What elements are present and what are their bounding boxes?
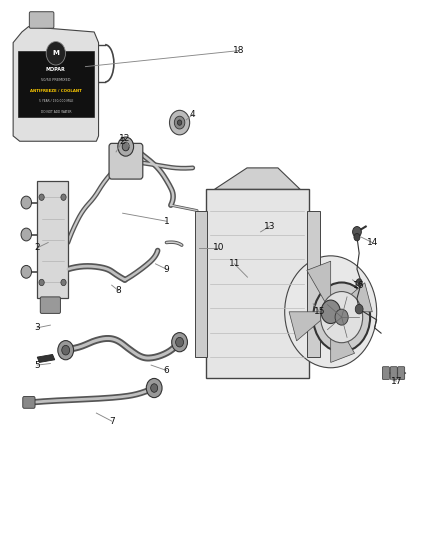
Circle shape (353, 227, 361, 237)
Text: 2: 2 (35, 244, 40, 252)
Circle shape (122, 142, 129, 151)
Text: 3: 3 (34, 324, 40, 332)
Circle shape (355, 304, 363, 314)
Circle shape (146, 378, 162, 398)
Text: DO NOT ADD WATER: DO NOT ADD WATER (41, 110, 71, 114)
Circle shape (61, 194, 66, 200)
Text: 8: 8 (115, 286, 121, 295)
Circle shape (21, 196, 32, 209)
Circle shape (39, 194, 44, 200)
Circle shape (313, 282, 370, 352)
Text: 6: 6 (163, 366, 170, 375)
Polygon shape (37, 354, 55, 362)
Circle shape (170, 110, 190, 135)
Circle shape (21, 228, 32, 241)
Text: 10: 10 (213, 244, 225, 252)
Circle shape (356, 279, 362, 286)
Circle shape (118, 137, 134, 156)
Circle shape (151, 384, 158, 392)
Circle shape (176, 337, 184, 347)
Text: 50/50 PREMIXED: 50/50 PREMIXED (41, 78, 71, 82)
Circle shape (321, 300, 340, 324)
Text: 5: 5 (34, 361, 40, 369)
Text: 9: 9 (163, 265, 170, 273)
Bar (18, 51, 94, 117)
Bar (37, 181, 68, 298)
Polygon shape (307, 261, 331, 303)
Text: M: M (53, 50, 59, 56)
FancyBboxPatch shape (398, 367, 405, 379)
Circle shape (354, 233, 360, 241)
Circle shape (61, 279, 66, 286)
Bar (307, 211, 320, 357)
Circle shape (177, 120, 182, 125)
Text: 2: 2 (120, 137, 125, 146)
Polygon shape (338, 283, 372, 312)
Bar (195, 211, 207, 357)
Circle shape (174, 116, 185, 129)
FancyBboxPatch shape (109, 143, 143, 179)
Circle shape (21, 265, 32, 278)
Circle shape (321, 292, 363, 343)
Polygon shape (331, 320, 354, 362)
Text: 7: 7 (109, 417, 115, 425)
Text: 15: 15 (314, 308, 325, 316)
FancyBboxPatch shape (23, 397, 35, 408)
Circle shape (39, 279, 44, 286)
Bar (206, 189, 309, 378)
Text: 4: 4 (190, 110, 195, 119)
Circle shape (285, 256, 377, 368)
Text: 16: 16 (353, 281, 365, 289)
Text: ANTIFREEZE / COOLANT: ANTIFREEZE / COOLANT (30, 88, 82, 93)
FancyBboxPatch shape (40, 297, 60, 313)
Text: MOPAR: MOPAR (46, 67, 66, 72)
Polygon shape (13, 27, 99, 141)
Text: 13: 13 (264, 222, 275, 231)
Text: 11: 11 (229, 260, 240, 268)
Polygon shape (215, 168, 300, 189)
FancyBboxPatch shape (29, 12, 54, 28)
FancyBboxPatch shape (390, 367, 397, 379)
Text: 14: 14 (367, 238, 378, 247)
Text: 12: 12 (119, 134, 131, 143)
Circle shape (46, 42, 65, 65)
Text: 18: 18 (233, 46, 244, 55)
Polygon shape (289, 312, 324, 341)
Text: 1: 1 (163, 217, 170, 225)
Circle shape (62, 345, 70, 355)
Circle shape (58, 341, 74, 360)
FancyBboxPatch shape (382, 367, 389, 379)
Text: 17: 17 (391, 377, 402, 385)
Text: 5 YEAR / 150,000 MILE: 5 YEAR / 150,000 MILE (39, 99, 73, 103)
Circle shape (335, 309, 348, 325)
Circle shape (172, 333, 187, 352)
